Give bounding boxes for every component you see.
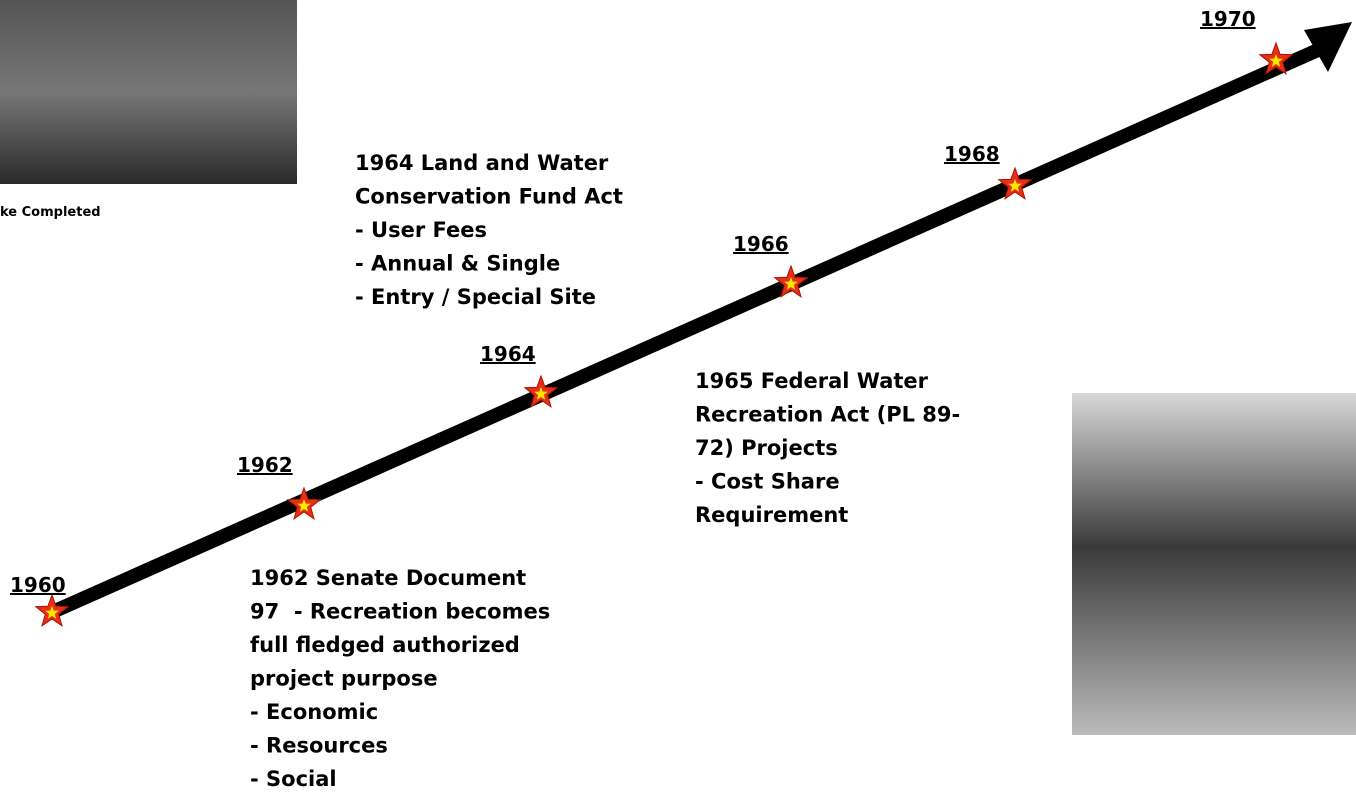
slide: ke Completed 1964 Land and Water Conserva…	[0, 0, 1356, 792]
note-line: Recreation Act (PL 89-	[695, 403, 960, 427]
note-line: 97 - Recreation becomes	[250, 600, 550, 624]
note-line: project purpose	[250, 667, 438, 691]
note-line: - Economic	[250, 700, 378, 724]
year-label: 1966	[733, 232, 789, 256]
note-line: - Cost Share	[695, 470, 840, 494]
note-line: - Entry / Special Site	[355, 285, 596, 309]
note-line: - Annual & Single	[355, 252, 560, 276]
note-line: - Resources	[250, 734, 388, 758]
note-line: 1964 Land and Water	[355, 151, 609, 175]
year-label: 1970	[1200, 7, 1256, 31]
lake-photo	[0, 0, 297, 184]
note-line: full fledged authorized	[250, 633, 520, 657]
note-line: 1962 Senate Document	[250, 566, 526, 590]
year-label: 1968	[944, 142, 1000, 166]
photo-caption: ke Completed	[0, 205, 101, 220]
year-label: 1962	[237, 453, 293, 477]
year-label: 1960	[10, 573, 66, 597]
year-label: 1964	[480, 342, 536, 366]
note-line: 72) Projects	[695, 436, 838, 460]
note-line: Conservation Fund Act	[355, 185, 623, 209]
note-line: - Social	[250, 767, 337, 791]
note-line: - User Fees	[355, 218, 487, 242]
rangers-photo	[1072, 393, 1356, 735]
note-line: 1965 Federal Water	[695, 369, 929, 393]
note-line: Requirement	[695, 503, 848, 527]
